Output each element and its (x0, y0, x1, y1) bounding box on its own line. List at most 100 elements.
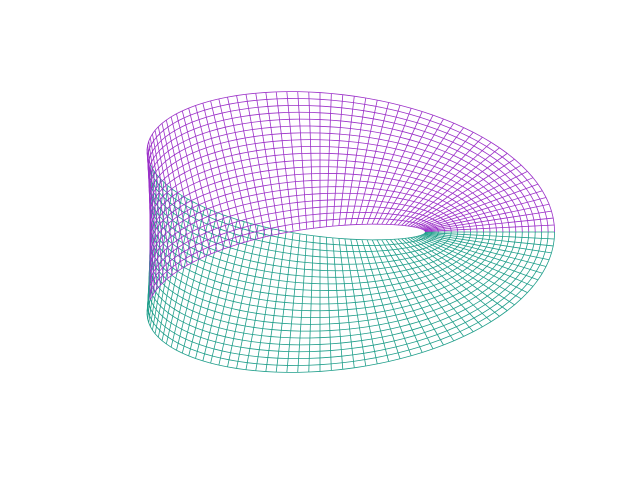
mesh-segment (222, 148, 231, 151)
mesh-segment (163, 150, 169, 155)
mesh-segment (406, 279, 414, 283)
mesh-segment (326, 219, 334, 221)
mesh-segment (253, 283, 262, 286)
mesh-segment (215, 241, 223, 245)
mesh-segment (412, 195, 419, 198)
mesh-segment (457, 270, 463, 275)
mesh-segment (463, 226, 465, 230)
mesh-segment (341, 113, 353, 116)
mesh-segment (523, 209, 527, 216)
mesh-segment (432, 114, 444, 120)
mesh-segment (251, 208, 260, 211)
mesh-segment (460, 239, 463, 243)
mesh-segment (451, 199, 457, 203)
mesh-segment (352, 282, 361, 284)
mesh-segment (161, 340, 167, 345)
mesh-segment (412, 266, 419, 269)
mesh-segment (192, 255, 200, 260)
mesh-segment (397, 142, 408, 146)
mesh-segment (371, 194, 379, 196)
mesh-segment (268, 249, 276, 252)
mesh-segment (259, 298, 268, 301)
mesh-segment (401, 209, 407, 212)
mesh-segment (437, 299, 446, 303)
mesh-segment (179, 335, 186, 340)
mesh-segment (490, 248, 493, 253)
mesh-segment (525, 243, 528, 250)
mesh-segment (166, 116, 172, 121)
mesh-segment (542, 190, 547, 198)
mesh-segment (255, 142, 265, 145)
mesh-segment (406, 251, 411, 254)
mesh-segment (214, 210, 222, 215)
mesh-segment (153, 136, 157, 142)
mesh-segment (461, 145, 470, 151)
mesh-segment (454, 207, 459, 211)
mesh-segment (445, 308, 454, 313)
mesh-segment (424, 232, 554, 247)
mesh-segment (392, 178, 400, 181)
mesh-segment (508, 263, 513, 270)
mesh-segment (156, 278, 160, 283)
mesh-segment (498, 192, 503, 198)
mesh-segment (199, 232, 206, 236)
mesh-segment (227, 95, 237, 98)
mesh-segment (246, 143, 256, 146)
mesh-segment (305, 207, 313, 209)
mesh-segment (424, 310, 434, 314)
mesh-segment (375, 200, 383, 203)
mesh-segment (209, 216, 216, 221)
mesh-segment (469, 213, 473, 217)
mesh-segment (361, 239, 401, 359)
mesh-segment (418, 142, 429, 146)
mesh-segment (505, 256, 510, 263)
mesh-segment (167, 336, 174, 341)
mesh-segment (539, 258, 544, 266)
mesh-segment (209, 243, 216, 248)
mesh-segment (256, 192, 265, 195)
mesh-segment (181, 131, 188, 136)
mesh-segment (416, 282, 424, 286)
mesh-segment (188, 215, 225, 356)
mesh-segment (441, 187, 448, 191)
mesh-segment (192, 149, 200, 154)
mesh-segment (277, 236, 286, 239)
mesh-segment (152, 329, 156, 334)
mesh-segment (466, 195, 472, 200)
mesh-segment (483, 280, 490, 285)
mesh-segment (285, 238, 293, 241)
mesh-segment (463, 127, 474, 133)
mesh-segment (437, 203, 442, 207)
mesh-segment (426, 246, 430, 249)
mesh-segment (273, 315, 283, 317)
mesh-segment (431, 189, 438, 193)
mesh-segment (201, 221, 208, 225)
mesh-segment (514, 298, 522, 306)
mesh-segment (423, 203, 550, 231)
mesh-segment (341, 107, 353, 110)
mesh-segment (529, 249, 533, 257)
mesh-segment (475, 235, 478, 239)
mesh-segment (423, 168, 431, 172)
mesh-segment (375, 182, 383, 185)
mesh-segment (385, 255, 391, 257)
mesh-segment (237, 249, 245, 253)
mesh-segment (493, 240, 496, 245)
mesh-segment (265, 92, 287, 233)
mesh-segment (244, 221, 252, 225)
mesh-segment (460, 221, 463, 225)
mesh-segment (355, 301, 365, 303)
mesh-segment (230, 352, 240, 355)
mesh-segment (283, 309, 293, 311)
mesh-segment (167, 147, 174, 152)
mesh-segment (209, 301, 217, 305)
mesh-segment (288, 195, 297, 197)
mesh-segment (446, 202, 452, 206)
mesh-segment (540, 219, 542, 226)
mesh-segment (360, 332, 371, 335)
mesh-segment (384, 266, 392, 269)
mesh-segment (532, 177, 539, 185)
mesh-segment (364, 103, 377, 107)
mesh-segment (244, 239, 252, 243)
mesh-segment (153, 171, 157, 176)
